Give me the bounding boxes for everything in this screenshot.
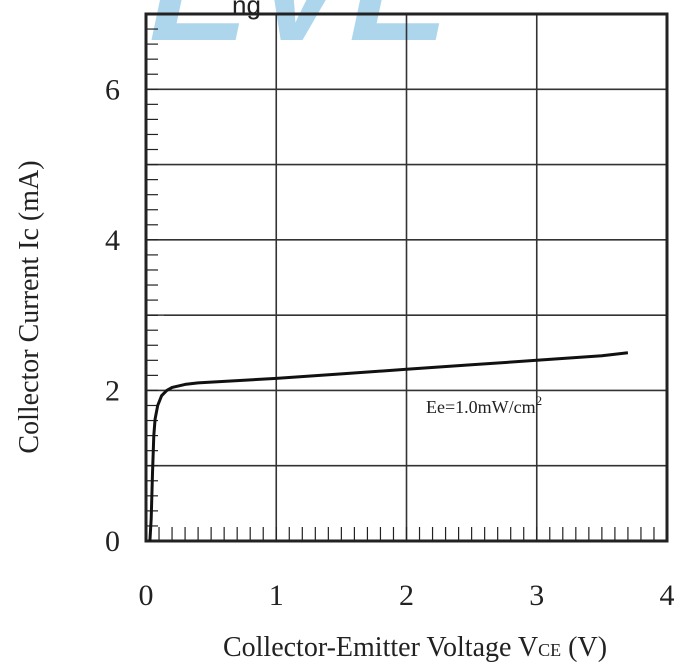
plot-frame	[144, 12, 669, 543]
x-tick-label: 1	[269, 579, 284, 612]
irradiance-annotation: Ee=1.0mW/cm2	[426, 393, 542, 417]
x-axis-label: Collector-Emitter Voltage VCE (V)	[223, 632, 607, 663]
y-tick-label: 6	[105, 73, 120, 106]
series	[148, 351, 629, 542]
y-axis-label: Collector Current Ic (mA)	[14, 160, 45, 453]
annotation-text: Ee=1.0mW/cm	[426, 397, 536, 417]
labels: 0 2 4 6 0 1 2 3 4	[105, 73, 675, 612]
annotation-superscript: 2	[536, 393, 543, 408]
header-fragment: ng	[232, 0, 261, 20]
x-tick-label: 0	[139, 579, 154, 612]
x-tick-label: 3	[529, 579, 544, 612]
x-axis-label-unit: (V)	[561, 632, 607, 663]
x-axis-label-main: Collector-Emitter Voltage V	[223, 632, 538, 663]
grid	[146, 14, 667, 541]
y-tick-label: 2	[105, 374, 120, 407]
x-axis-label-subscript: CE	[538, 640, 561, 660]
ticks	[146, 28, 655, 541]
series-line	[148, 351, 629, 542]
y-tick-label: 0	[105, 525, 120, 558]
y-tick-label: 4	[105, 224, 120, 257]
x-tick-label: 4	[660, 579, 675, 612]
x-tick-label: 2	[399, 579, 414, 612]
watermark-text: EVE	[134, 0, 470, 73]
